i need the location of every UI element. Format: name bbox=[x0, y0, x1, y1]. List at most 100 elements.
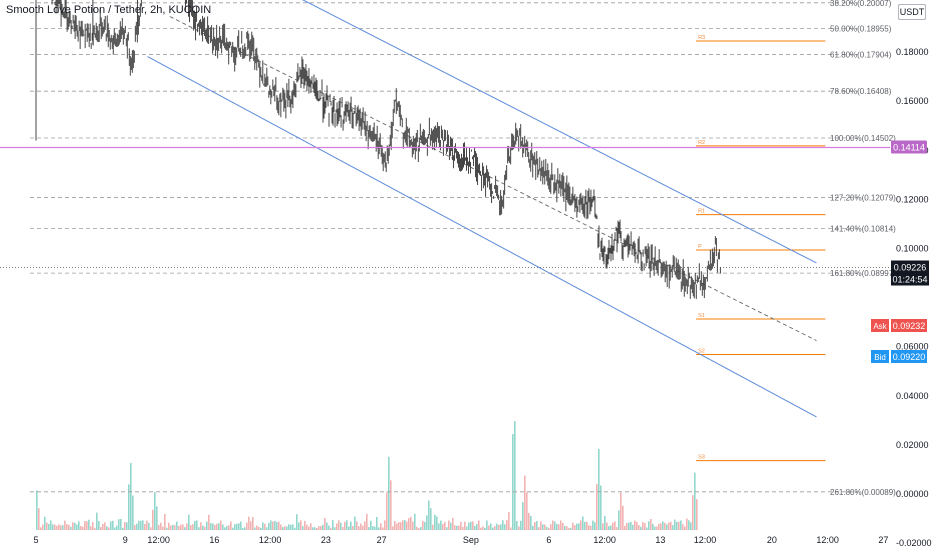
volume-bar bbox=[628, 522, 630, 530]
volume-bar bbox=[664, 522, 666, 530]
volume-bar bbox=[198, 527, 200, 530]
volume-bar bbox=[412, 521, 414, 530]
bid-value-badge bbox=[891, 350, 927, 363]
volume-bar bbox=[600, 485, 602, 530]
volume-bar bbox=[360, 523, 362, 530]
volume-bar bbox=[660, 523, 662, 530]
horizontal-line-badge-value: 0.14114 bbox=[893, 143, 925, 153]
volume-bar bbox=[40, 527, 42, 530]
channel-lower-line bbox=[147, 56, 817, 418]
volume-bar bbox=[68, 524, 70, 530]
time-axis-tick: 12:00 bbox=[694, 535, 717, 545]
volume-bar bbox=[264, 523, 266, 530]
volume-bar bbox=[574, 525, 576, 530]
volume-bar bbox=[400, 522, 402, 530]
volume-bar bbox=[546, 526, 548, 530]
volume-bar bbox=[116, 525, 118, 530]
volume-bar bbox=[252, 517, 254, 530]
volume-bar bbox=[170, 525, 172, 530]
volume-bar bbox=[142, 520, 144, 530]
volume-bar bbox=[588, 525, 590, 530]
volume-bar bbox=[254, 527, 256, 530]
volume-bar bbox=[532, 525, 534, 530]
volume-bar bbox=[206, 521, 208, 530]
volume-bar bbox=[672, 525, 674, 530]
volume-bar bbox=[156, 506, 158, 530]
horizontal-line[interactable] bbox=[0, 146, 890, 268]
volume-bar bbox=[420, 527, 422, 530]
volume-bar bbox=[548, 527, 550, 530]
volume-bar bbox=[558, 524, 560, 530]
volume-bar bbox=[320, 526, 322, 530]
volume-bar bbox=[272, 521, 274, 530]
volume-bar bbox=[416, 526, 418, 530]
time-axis-tick: 12:00 bbox=[816, 535, 839, 545]
volume-bar bbox=[126, 522, 128, 530]
volume-bar bbox=[626, 523, 628, 530]
bid-label-badge bbox=[871, 350, 889, 363]
volume-bar bbox=[368, 527, 370, 530]
volume-bar bbox=[582, 516, 584, 530]
time-axis[interactable]: 5 9 12:00 16 12:00 23 27 Sep 6 12:00 13 12:00 20 12:0… bbox=[33, 535, 888, 545]
volume-bar bbox=[174, 525, 176, 530]
volume-bar bbox=[696, 499, 698, 530]
volume-bar bbox=[526, 492, 528, 530]
volume-bar bbox=[280, 524, 282, 530]
volume-bar bbox=[330, 527, 332, 530]
volume-bar bbox=[410, 516, 412, 530]
volume-bar bbox=[538, 527, 540, 530]
volume-bar bbox=[408, 518, 410, 530]
price-axis-tick: 0.16000 bbox=[896, 96, 929, 106]
volume-bar bbox=[564, 526, 566, 530]
volume-bar bbox=[512, 434, 514, 530]
price-axis[interactable]: 0.180000.160000.140000.120000.100000.060… bbox=[896, 47, 932, 548]
volume-bar bbox=[456, 525, 458, 530]
volume-bar bbox=[84, 521, 86, 530]
volume-bar bbox=[656, 526, 658, 530]
volume-bar bbox=[530, 515, 532, 530]
volume-bar bbox=[202, 525, 204, 530]
volume-bar bbox=[148, 522, 150, 530]
volume-bar bbox=[388, 456, 390, 530]
volume-bar bbox=[302, 526, 304, 530]
time-axis-tick: 12:00 bbox=[147, 535, 170, 545]
volume-bar bbox=[100, 527, 102, 530]
volume-histogram bbox=[36, 421, 698, 530]
volume-bar bbox=[478, 520, 480, 530]
volume-bar bbox=[556, 523, 558, 530]
volume-bar bbox=[560, 520, 562, 530]
volume-bar bbox=[406, 521, 408, 530]
price-axis-tick: -0.02000 bbox=[896, 538, 932, 548]
volume-bar bbox=[232, 527, 234, 530]
volume-bar bbox=[636, 521, 638, 530]
volume-bar bbox=[152, 509, 154, 530]
volume-bar bbox=[540, 521, 542, 530]
price-badges: 0.14114 Ask 0.09232 0.09226 01:24:54 Bid 0.092… bbox=[871, 140, 929, 363]
volume-bar bbox=[162, 526, 164, 530]
volume-bar bbox=[436, 516, 438, 530]
volume-bar bbox=[214, 524, 216, 530]
volume-bar bbox=[248, 516, 250, 530]
volume-bar bbox=[124, 522, 126, 530]
volume-bar bbox=[422, 520, 424, 530]
volume-bar bbox=[150, 527, 152, 530]
volume-bar bbox=[62, 525, 64, 530]
volume-bar bbox=[602, 523, 604, 530]
volume-bar bbox=[618, 510, 620, 530]
volume-bar bbox=[428, 500, 430, 530]
volume-bar bbox=[130, 462, 132, 530]
volume-bar bbox=[554, 521, 556, 530]
volume-bar bbox=[240, 521, 242, 530]
volume-bar bbox=[392, 526, 394, 530]
volume-bar bbox=[44, 516, 46, 530]
currency-button[interactable]: USDT bbox=[898, 4, 926, 20]
volume-bar bbox=[650, 519, 652, 530]
volume-bar bbox=[464, 521, 466, 530]
volume-bar bbox=[544, 524, 546, 530]
price-axis-tick: 0.12000 bbox=[896, 194, 929, 204]
volume-bar bbox=[64, 520, 66, 530]
volume-bar bbox=[120, 519, 122, 530]
volume-bar bbox=[370, 520, 372, 530]
volume-bar bbox=[454, 525, 456, 530]
